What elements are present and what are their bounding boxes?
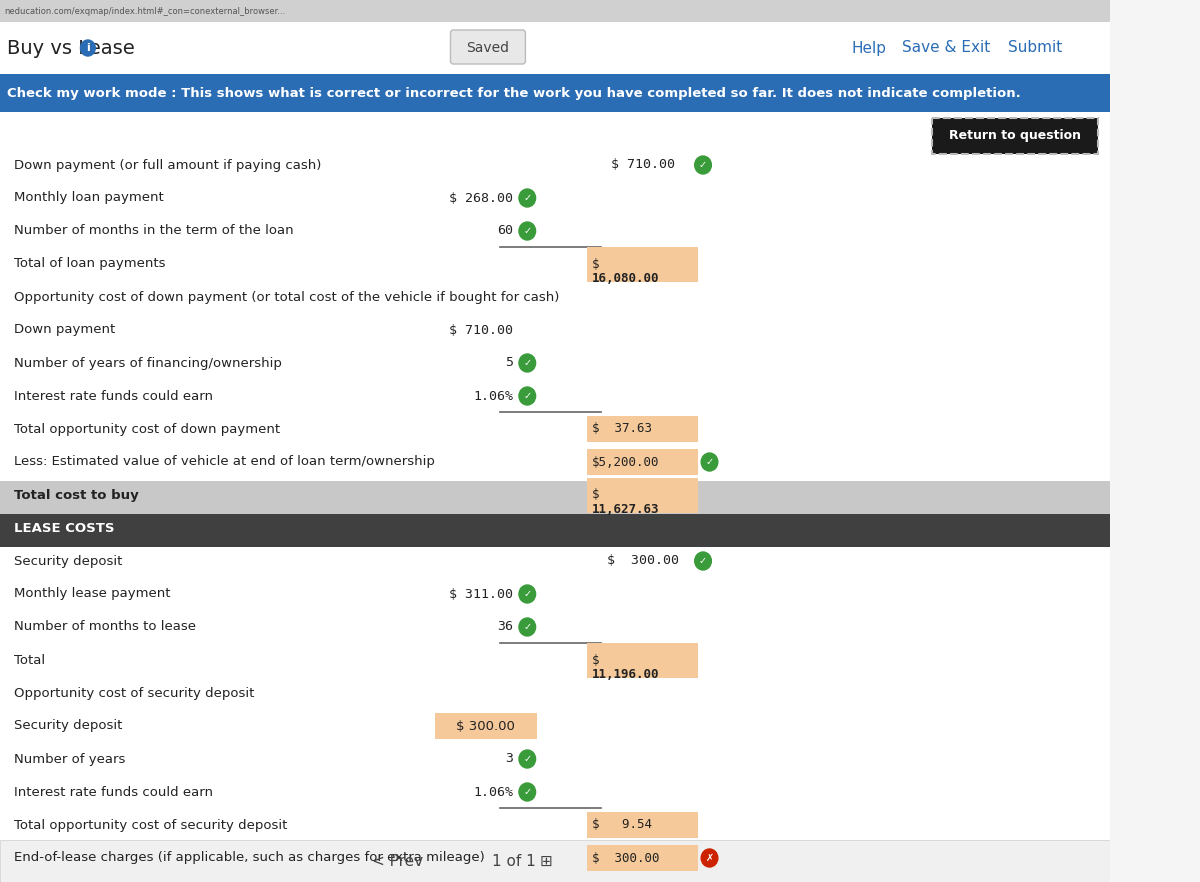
Text: $  37.63: $ 37.63 [592, 422, 652, 436]
Text: Next >: Next > [588, 854, 642, 869]
Text: 11,627.63: 11,627.63 [592, 503, 660, 516]
FancyBboxPatch shape [0, 112, 1110, 882]
Text: Security deposit: Security deposit [14, 555, 122, 567]
Circle shape [518, 618, 535, 636]
Text: $: $ [592, 489, 600, 502]
Text: Check my work mode : This shows what is correct or incorrect for the work you ha: Check my work mode : This shows what is … [7, 86, 1021, 100]
Text: $ 311.00: $ 311.00 [449, 587, 514, 601]
Text: Monthly loan payment: Monthly loan payment [14, 191, 163, 205]
Text: $ 300.00: $ 300.00 [456, 720, 515, 732]
Text: ✓: ✓ [523, 754, 532, 764]
Text: 16,080.00: 16,080.00 [592, 272, 660, 285]
FancyBboxPatch shape [588, 477, 698, 512]
Circle shape [701, 849, 718, 867]
FancyBboxPatch shape [450, 30, 526, 64]
Text: Opportunity cost of security deposit: Opportunity cost of security deposit [14, 686, 254, 699]
Text: Save & Exit: Save & Exit [902, 41, 990, 56]
FancyBboxPatch shape [588, 845, 698, 871]
Text: 1 of 1: 1 of 1 [492, 854, 535, 869]
FancyBboxPatch shape [0, 840, 1110, 882]
Text: Total opportunity cost of security deposit: Total opportunity cost of security depos… [14, 818, 287, 832]
Text: $ 710.00: $ 710.00 [449, 324, 514, 337]
FancyBboxPatch shape [588, 246, 698, 281]
Circle shape [518, 387, 535, 405]
Text: ✓: ✓ [523, 358, 532, 368]
Text: Total opportunity cost of down payment: Total opportunity cost of down payment [14, 422, 280, 436]
Text: 60: 60 [497, 225, 514, 237]
FancyBboxPatch shape [0, 0, 1110, 22]
Text: i: i [86, 43, 90, 53]
FancyBboxPatch shape [0, 22, 1110, 74]
Circle shape [695, 156, 712, 174]
Text: Number of years: Number of years [14, 752, 125, 766]
Text: $  300.00: $ 300.00 [592, 851, 660, 864]
Text: ✗: ✗ [706, 853, 714, 863]
Text: Saved: Saved [466, 41, 509, 55]
Text: Number of years of financing/ownership: Number of years of financing/ownership [14, 356, 282, 370]
Text: Less: Estimated value of vehicle at end of loan term/ownership: Less: Estimated value of vehicle at end … [14, 455, 434, 468]
Text: 36: 36 [497, 621, 514, 633]
Text: $: $ [592, 258, 600, 271]
Text: Monthly lease payment: Monthly lease payment [14, 587, 170, 601]
Circle shape [518, 585, 535, 603]
Text: 1.06%: 1.06% [473, 786, 514, 798]
FancyBboxPatch shape [0, 74, 1110, 112]
Text: ✓: ✓ [698, 160, 707, 170]
Text: Interest rate funds could earn: Interest rate funds could earn [14, 786, 212, 798]
Text: Help: Help [851, 41, 886, 56]
Text: End-of-lease charges (if applicable, such as charges for extra mileage): End-of-lease charges (if applicable, suc… [14, 851, 485, 864]
Circle shape [518, 189, 535, 207]
Text: Total of loan payments: Total of loan payments [14, 258, 166, 271]
Text: ✓: ✓ [523, 787, 532, 797]
Circle shape [518, 783, 535, 801]
Text: 3: 3 [505, 752, 514, 766]
Text: Submit: Submit [1008, 41, 1062, 56]
Text: ✓: ✓ [698, 556, 707, 566]
Text: ✓: ✓ [523, 193, 532, 203]
Text: ✓: ✓ [523, 622, 532, 632]
Circle shape [695, 552, 712, 570]
Text: Total: Total [14, 654, 46, 667]
Text: ⊞: ⊞ [539, 854, 552, 869]
Text: Interest rate funds could earn: Interest rate funds could earn [14, 390, 212, 402]
Text: Number of months to lease: Number of months to lease [14, 621, 196, 633]
Text: 11,196.00: 11,196.00 [592, 668, 660, 681]
Text: $ 710.00: $ 710.00 [611, 159, 674, 171]
FancyBboxPatch shape [0, 514, 1110, 547]
Circle shape [80, 40, 95, 56]
Text: $5,200.00: $5,200.00 [592, 455, 660, 468]
Text: $ 268.00: $ 268.00 [449, 191, 514, 205]
Text: 1.06%: 1.06% [473, 390, 514, 402]
FancyBboxPatch shape [588, 449, 698, 475]
Text: Return to question: Return to question [949, 130, 1081, 143]
Text: < Prev: < Prev [372, 854, 424, 869]
Text: Opportunity cost of down payment (or total cost of the vehicle if bought for cas: Opportunity cost of down payment (or tot… [14, 290, 559, 303]
Text: ✓: ✓ [523, 226, 532, 236]
FancyBboxPatch shape [588, 416, 698, 442]
Circle shape [518, 750, 535, 768]
FancyBboxPatch shape [588, 812, 698, 838]
Circle shape [701, 453, 718, 471]
FancyBboxPatch shape [0, 481, 1110, 514]
Text: $   9.54: $ 9.54 [592, 818, 652, 832]
Text: Down payment: Down payment [14, 324, 115, 337]
FancyBboxPatch shape [434, 713, 536, 739]
FancyBboxPatch shape [588, 642, 698, 677]
FancyBboxPatch shape [932, 118, 1098, 154]
Text: Security deposit: Security deposit [14, 720, 122, 732]
Text: Total cost to buy: Total cost to buy [14, 489, 139, 502]
Text: Down payment (or full amount if paying cash): Down payment (or full amount if paying c… [14, 159, 322, 171]
Text: Number of months in the term of the loan: Number of months in the term of the loan [14, 225, 294, 237]
Circle shape [518, 222, 535, 240]
Circle shape [518, 354, 535, 372]
Text: $: $ [592, 654, 600, 667]
Text: LEASE COSTS: LEASE COSTS [14, 521, 114, 534]
Text: ✓: ✓ [523, 391, 532, 401]
Text: $  300.00: $ 300.00 [607, 555, 679, 567]
Text: neducation.com/exqmap/index.html#_con=conexternal_browser...: neducation.com/exqmap/index.html#_con=co… [5, 6, 286, 16]
Text: ✓: ✓ [706, 457, 714, 467]
Text: 5: 5 [505, 356, 514, 370]
Text: ✓: ✓ [523, 589, 532, 599]
Text: Buy vs Lease: Buy vs Lease [7, 39, 136, 57]
